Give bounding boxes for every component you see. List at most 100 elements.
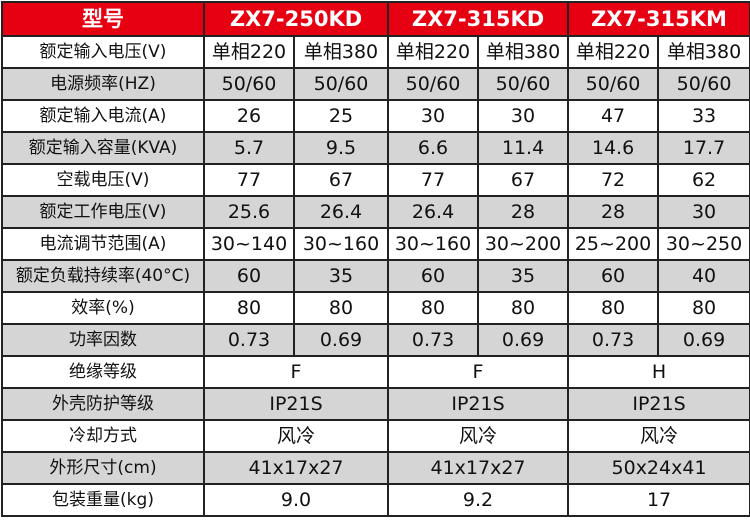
cell-value: 30~140 [203,227,295,261]
model-header: ZX7-250KD [202,1,390,37]
cell-value: 单相220 [567,35,660,69]
row-label: 额定输入电压(V) [1,35,205,69]
cell-value: 0.73 [203,323,295,357]
row-label: 额定工作电压(V) [1,195,205,229]
cell-value: 6.6 [387,131,480,165]
cell-value: 35 [477,259,570,293]
cell-value: 41x17x27 [202,451,390,485]
cell-value: 28 [477,195,570,229]
cell-value: 单相380 [657,35,750,69]
cell-value: 50x24x41 [567,451,750,485]
cell-value: 30 [477,99,570,133]
cell-value: 9.0 [202,483,390,517]
row-label: 冷却方式 [1,419,205,453]
row-label: 包装重量(kg) [1,483,205,517]
cell-value: 30~250 [657,227,750,261]
cell-value: 9.5 [292,131,390,165]
cell-value: H [567,355,750,389]
table-row: 电源频率(HZ) 50/60 50/60 50/60 50/60 50/60 5… [1,67,750,101]
cell-value: IP21S [567,387,750,421]
cell-value: IP21S [387,387,570,421]
row-label: 功率因数 [1,323,205,357]
cell-value: 单相220 [203,35,295,69]
cell-value: 30 [657,195,750,229]
header-label: 型号 [1,1,205,37]
cell-value: 80 [203,291,295,325]
cell-value: 50/60 [657,67,750,101]
cell-value: 28 [567,195,660,229]
cell-value: 单相380 [292,35,390,69]
table-row: 额定工作电压(V) 25.6 26.4 26.4 28 28 30 [1,195,750,229]
cell-value: 0.69 [477,323,570,357]
cell-value: 80 [657,291,750,325]
table-row: 功率因数 0.73 0.69 0.73 0.69 0.73 0.69 [1,323,750,357]
cell-value: F [387,355,570,389]
cell-value: F [202,355,390,389]
cell-value: 72 [567,163,660,197]
cell-value: 50/60 [567,67,660,101]
cell-value: 30~160 [387,227,480,261]
cell-value: 33 [657,99,750,133]
cell-value: 80 [477,291,570,325]
cell-value: 25.6 [203,195,295,229]
row-label: 电源频率(HZ) [1,67,205,101]
cell-value: 77 [387,163,480,197]
table-row: 额定输入容量(KVA) 5.7 9.5 6.6 11.4 14.6 17.7 [1,131,750,165]
cell-value: 60 [387,259,480,293]
cell-value: 62 [657,163,750,197]
cell-value: 17 [567,483,750,517]
table-row: 包装重量(kg) 9.0 9.2 17 [1,483,750,517]
cell-value: 80 [387,291,480,325]
cell-value: 47 [567,99,660,133]
cell-value: 单相380 [477,35,570,69]
cell-value: 26.4 [292,195,390,229]
cell-value: 11.4 [477,131,570,165]
cell-value: 30~200 [477,227,570,261]
cell-value: 14.6 [567,131,660,165]
row-label: 额定输入电流(A) [1,99,205,133]
cell-value: 30~160 [292,227,390,261]
cell-value: 17.7 [657,131,750,165]
table-row: 绝缘等级 F F H [1,355,750,389]
cell-value: 50/60 [292,67,390,101]
cell-value: IP21S [202,387,390,421]
row-label: 额定负载持续率(40°C) [1,259,205,293]
cell-value: 0.69 [657,323,750,357]
cell-value: 80 [567,291,660,325]
table-row: 效率(%) 80 80 80 80 80 80 [1,291,750,325]
cell-value: 60 [203,259,295,293]
cell-value: 41x17x27 [387,451,570,485]
row-label: 电流调节范围(A) [1,227,205,261]
cell-value: 25 [292,99,390,133]
cell-value: 67 [292,163,390,197]
cell-value: 30 [387,99,480,133]
cell-value: 80 [292,291,390,325]
cell-value: 50/60 [203,67,295,101]
cell-value: 单相220 [387,35,480,69]
cell-value: 风冷 [387,419,570,453]
row-label: 额定输入容量(KVA) [1,131,205,165]
cell-value: 25~200 [567,227,660,261]
cell-value: 50/60 [387,67,480,101]
cell-value: 0.73 [387,323,480,357]
cell-value: 60 [567,259,660,293]
cell-value: 风冷 [567,419,750,453]
table-row: 外壳防护等级 IP21S IP21S IP21S [1,387,750,421]
table-row: 额定负载持续率(40°C) 60 35 60 35 60 40 [1,259,750,293]
row-label: 绝缘等级 [1,355,205,389]
cell-value: 67 [477,163,570,197]
model-header: ZX7-315KM [567,1,750,37]
row-label: 外形尺寸(cm) [1,451,205,485]
table-row: 额定输入电流(A) 26 25 30 30 47 33 [1,99,750,133]
model-header: ZX7-315KD [387,1,570,37]
cell-value: 77 [203,163,295,197]
cell-value: 26.4 [387,195,480,229]
table-row: 冷却方式 风冷 风冷 风冷 [1,419,750,453]
cell-value: 50/60 [477,67,570,101]
table-row: 电流调节范围(A) 30~140 30~160 30~160 30~200 25… [1,227,750,261]
table-row: 外形尺寸(cm) 41x17x27 41x17x27 50x24x41 [1,451,750,485]
cell-value: 0.73 [567,323,660,357]
row-label: 效率(%) [1,291,205,325]
cell-value: 9.2 [387,483,570,517]
table-row: 空载电压(V) 77 67 77 67 72 62 [1,163,750,197]
